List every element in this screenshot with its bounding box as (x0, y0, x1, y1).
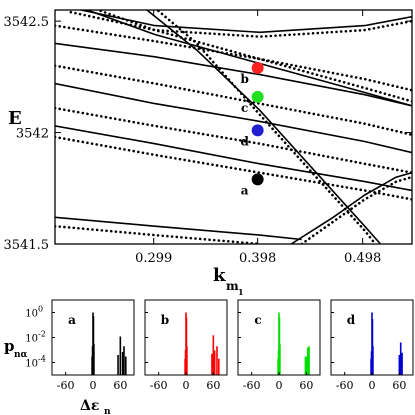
panel-label-a: a (68, 313, 76, 327)
panel-x-tick-label: -60 (243, 379, 261, 392)
panel-x-tick-label: 0 (369, 379, 376, 392)
panel-x-tick-label: 60 (113, 379, 127, 392)
panel-x-tick-label: -60 (150, 379, 168, 392)
panels-x-label: Δε n (80, 398, 111, 415)
panel-y-tick-exponent: -2 (38, 330, 46, 339)
panel-x-tick-label: 0 (183, 379, 190, 392)
main-axis-ticks: 0.299 0.398 0.498 3542.5 3542 3541.5 (4, 10, 412, 266)
x-tick-label: 0.398 (239, 251, 276, 266)
y-tick-label: 3542.5 (4, 15, 50, 30)
solid-curve-5 (77, 10, 412, 34)
panels-x-label-main: Δε (80, 398, 99, 414)
panels-y-label-sub: nα (14, 350, 28, 360)
solid-curve-8 (290, 171, 412, 244)
dotted-curve-8 (155, 10, 377, 244)
panel-c: -60 0 60 c (237, 299, 321, 392)
state-label-c: c (241, 101, 248, 115)
dotted-curve-5 (55, 224, 262, 244)
panel-x-tick-label: 60 (299, 379, 313, 392)
x-tick-label: 0.498 (344, 251, 381, 266)
state-label-a: a (241, 183, 249, 197)
panel-y-tick-exponent: 0 (38, 305, 43, 314)
x-axis-label: k m 1 (213, 265, 244, 297)
main-plot-frame (54, 9, 413, 245)
x-axis-label-subsub: 1 (238, 287, 244, 297)
panel-y-tick-label: 10 (25, 309, 38, 320)
panel-x-tick-label: 60 (392, 379, 406, 392)
x-axis-label-sub: m (226, 279, 239, 293)
y-tick-label: 3542 (16, 127, 49, 142)
panel-label-d: d (347, 313, 356, 327)
panels-y-label-main: p (4, 337, 15, 355)
y-axis-label: E (8, 108, 22, 129)
panel-b: -60 0 60 b (144, 299, 228, 392)
y-tick-label: 3541.5 (4, 238, 50, 253)
panel-y-tick-label: 10 (25, 359, 38, 370)
panels-y-label: p nα (4, 337, 28, 360)
solid-curve-3 (55, 125, 412, 192)
panel-x-tick-label: -60 (336, 379, 354, 392)
solid-curve-4 (55, 216, 302, 241)
solid-curve-2 (55, 82, 412, 154)
panel-x-tick-label: 0 (90, 379, 97, 392)
dotted-curve-6 (69, 10, 412, 39)
panel-label-b: b (161, 313, 169, 327)
panel-y-tick-label: 10 (25, 334, 38, 345)
state-marker-a (251, 173, 264, 186)
state-label-d: d (240, 134, 249, 148)
dotted-curve-3 (55, 106, 412, 174)
panel-d: -60 0 60 d (330, 299, 414, 392)
solid-curve-7 (145, 10, 382, 244)
main-curves (55, 10, 412, 244)
state-marker-c (251, 90, 264, 103)
solid-curve-1 (55, 42, 412, 107)
panel-y-tick-exponent: -4 (38, 355, 46, 364)
x-axis-label-main: k (213, 265, 226, 286)
main-markers: b c d a (240, 61, 264, 197)
panel-x-tick-label: 0 (276, 379, 283, 392)
dispersion-chart: 0.299 0.398 0.498 3542.5 3542 3541.5 b c d a E k… (4, 9, 413, 297)
state-marker-d (251, 124, 264, 137)
panel-label-c: c (254, 313, 261, 327)
x-tick-label: 0.299 (135, 251, 172, 266)
panel-x-tick-label: 60 (206, 379, 220, 392)
state-marker-b (251, 61, 264, 74)
dotted-curve-4 (55, 135, 412, 201)
dotted-curve-7 (94, 10, 412, 103)
state-label-b: b (240, 72, 248, 86)
panels-x-label-sub: n (104, 407, 111, 415)
dotted-curve-1 (55, 24, 412, 92)
panel-x-tick-label: -60 (57, 379, 75, 392)
dotted-curve-2 (55, 64, 412, 137)
